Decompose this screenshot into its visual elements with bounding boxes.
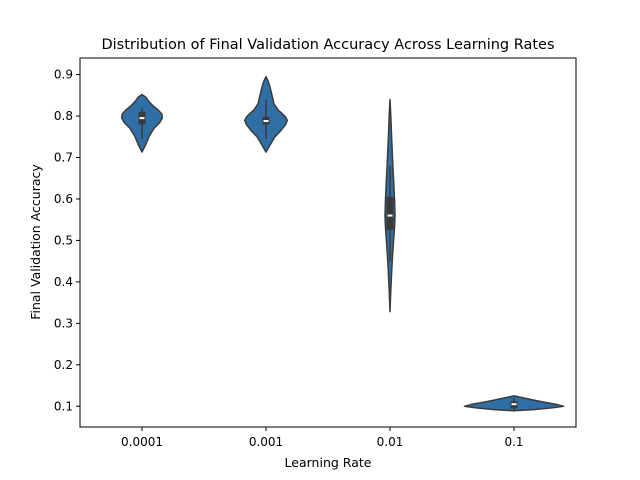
x-axis-label: Learning Rate [285,455,372,470]
y-tick-label-6: 0.7 [54,151,73,165]
x-tick-label-0: 0.0001 [121,435,163,449]
y-tick-label-8: 0.9 [54,68,73,82]
median-marker-0.1 [511,403,517,406]
x-tick-label-1: 0.001 [249,435,283,449]
y-tick-label-1: 0.2 [54,358,73,372]
iqr-box-0.01 [386,196,394,231]
y-axis-ticks: 0.1 0.2 0.3 0.4 0.5 0.6 0.7 0.8 0.9 [54,68,80,413]
y-tick-label-0: 0.1 [54,399,73,413]
y-tick-label-7: 0.8 [54,109,73,123]
median-marker-0.001 [263,120,269,123]
chart-title: Distribution of Final Validation Accurac… [101,37,554,53]
violins-group [120,75,565,412]
y-axis-label: Final Validation Accuracy [28,164,43,320]
plot-area-frame [79,57,577,428]
median-marker-0.01 [387,214,393,217]
y-tick-label-2: 0.3 [54,316,73,330]
y-tick-label-3: 0.4 [54,275,73,289]
y-tick-label-4: 0.5 [54,233,73,247]
y-tick-label-5: 0.6 [54,192,73,206]
x-tick-label-3: 0.1 [504,435,523,449]
x-tick-label-2: 0.01 [377,435,404,449]
x-axis-ticks: 0.0001 0.001 0.01 0.1 [121,427,524,449]
median-marker-0.0001 [139,117,145,120]
